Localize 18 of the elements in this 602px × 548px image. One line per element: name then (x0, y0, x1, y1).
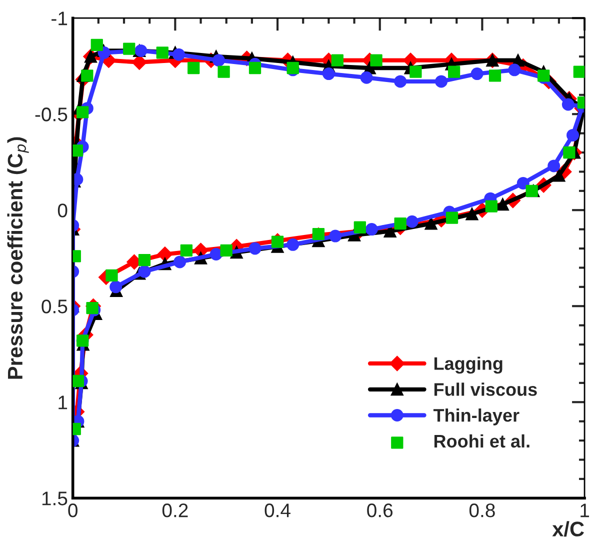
legend-label: Full viscous (434, 382, 537, 396)
x-axis-title: x/C (552, 521, 584, 537)
legend-label: Lagging (434, 356, 502, 374)
y-tick-label: -0.5 (35, 108, 68, 122)
x-tick-label: 0.6 (367, 504, 393, 518)
x-tick-label: 0.4 (264, 504, 290, 518)
y-tick-label: 1.5 (42, 492, 68, 506)
legend-label: Roohi et al. (434, 434, 530, 448)
x-tick-label: 1 (580, 504, 589, 518)
y-tick-label: -1 (52, 12, 68, 26)
y-tick-label: 0.5 (42, 300, 68, 314)
legend-label: Thin-layer (433, 408, 520, 426)
y-tick-label: 1 (58, 396, 68, 410)
x-tick-label: 0 (68, 504, 78, 518)
y-tick-label: 0 (58, 204, 68, 218)
x-tick-label: 0.8 (469, 504, 495, 518)
x-tick-label: 0.2 (162, 504, 188, 518)
y-axis-title: Pressure coefficient (C$_{p}$) (7, 137, 29, 379)
